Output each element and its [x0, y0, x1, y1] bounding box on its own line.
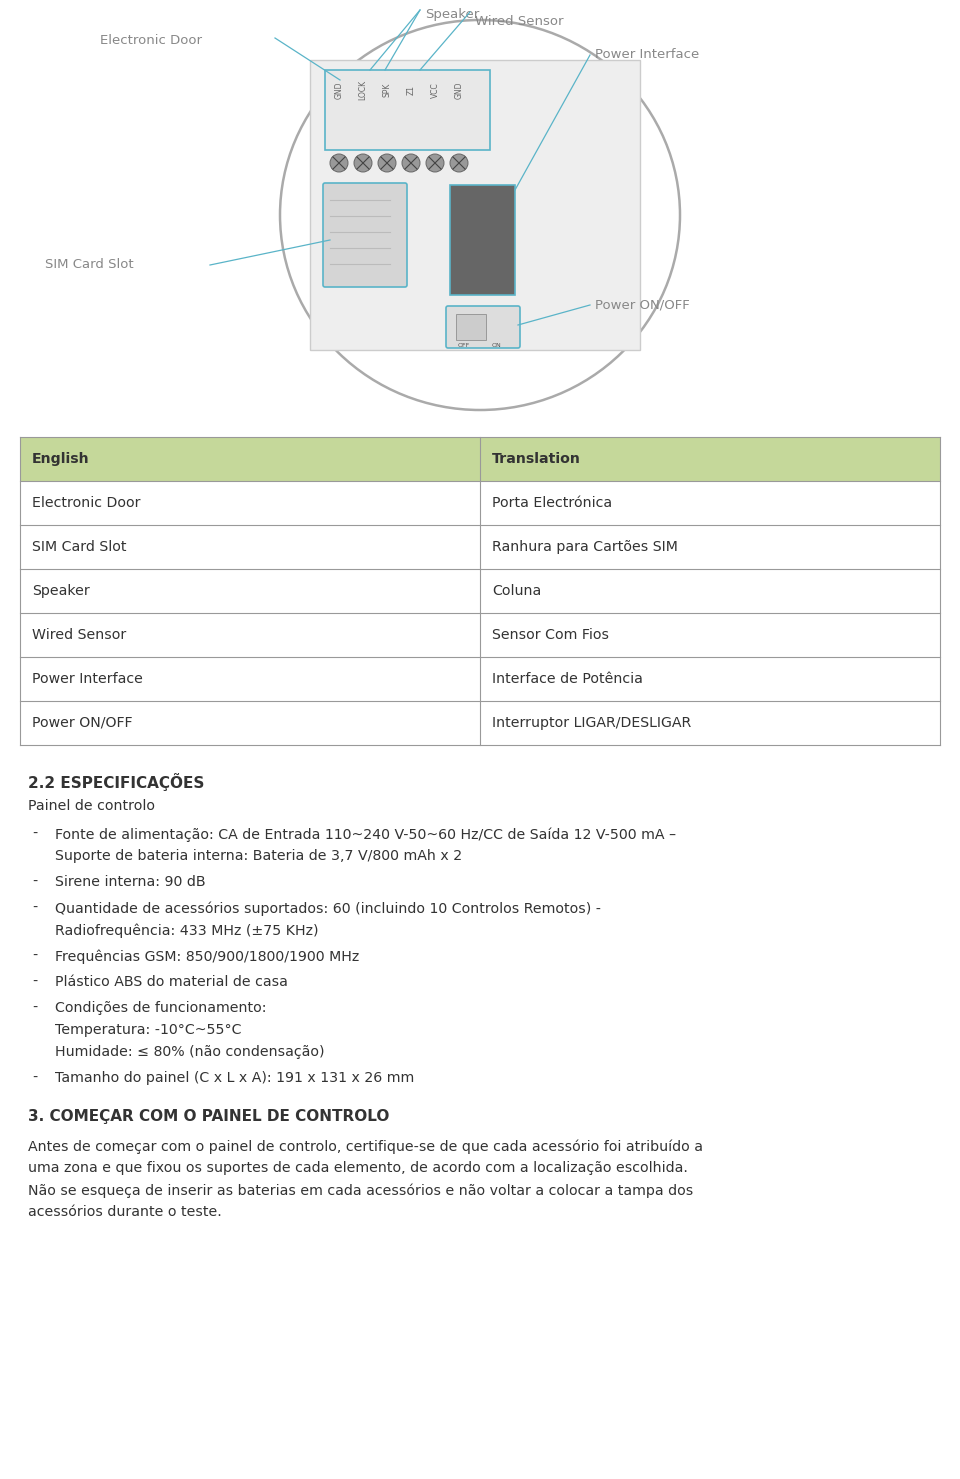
Text: Sensor Com Fios: Sensor Com Fios	[492, 629, 609, 642]
FancyBboxPatch shape	[456, 314, 486, 340]
Text: Power ON/OFF: Power ON/OFF	[595, 299, 689, 312]
Text: English: English	[32, 453, 89, 466]
Text: -: -	[32, 975, 37, 989]
Text: -: -	[32, 950, 37, 963]
Bar	[325, 70, 490, 149]
Text: Interruptor LIGAR/DESLIGAR: Interruptor LIGAR/DESLIGAR	[492, 716, 691, 731]
Circle shape	[378, 154, 396, 172]
Text: Electronic Door: Electronic Door	[32, 495, 140, 510]
Text: Não se esqueça de inserir as baterias em cada acessórios e não voltar a colocar : Não se esqueça de inserir as baterias em…	[28, 1183, 693, 1198]
Text: Humidade: ≤ 80% (não condensação): Humidade: ≤ 80% (não condensação)	[55, 1046, 324, 1059]
Text: ON: ON	[492, 343, 502, 348]
Text: Speaker: Speaker	[32, 584, 89, 598]
Text: VCC: VCC	[430, 83, 440, 98]
Text: Z1: Z1	[406, 84, 416, 95]
Text: -: -	[32, 901, 37, 916]
Text: GND: GND	[454, 81, 464, 99]
Text: Frequências GSM: 850/900/1800/1900 MHz: Frequências GSM: 850/900/1800/1900 MHz	[55, 950, 359, 963]
FancyBboxPatch shape	[323, 183, 407, 287]
Text: Wired Sensor: Wired Sensor	[475, 15, 564, 28]
Text: Plástico ABS do material de casa: Plástico ABS do material de casa	[55, 975, 288, 989]
Text: Condições de funcionamento:: Condições de funcionamento:	[55, 1001, 267, 1015]
Text: Temperatura: -10°C~55°C: Temperatura: -10°C~55°C	[55, 1023, 242, 1037]
Text: SIM Card Slot: SIM Card Slot	[45, 259, 133, 272]
Text: Antes de começar com o painel de controlo, certifique-se de que cada acessório f: Antes de começar com o painel de control…	[28, 1139, 703, 1154]
Text: Coluna: Coluna	[492, 584, 541, 598]
Circle shape	[426, 154, 444, 172]
Text: -: -	[32, 827, 37, 842]
Bar	[310, 61, 640, 351]
Text: LOCK: LOCK	[358, 80, 368, 101]
Text: -: -	[32, 876, 37, 889]
Text: Quantidade de acessórios suportados: 60 (incluindo 10 Controlos Remotos) -: Quantidade de acessórios suportados: 60 …	[55, 901, 601, 916]
Text: 3. COMEÇAR COM O PAINEL DE CONTROLO: 3. COMEÇAR COM O PAINEL DE CONTROLO	[28, 1109, 390, 1124]
FancyBboxPatch shape	[446, 306, 520, 348]
Text: -: -	[32, 1071, 37, 1086]
Text: Radiofrequência: 433 MHz (±75 KHz): Radiofrequência: 433 MHz (±75 KHz)	[55, 923, 319, 938]
Bar	[450, 185, 515, 294]
Text: -: -	[32, 1001, 37, 1015]
Circle shape	[354, 154, 372, 172]
Circle shape	[450, 154, 468, 172]
Text: SPK: SPK	[382, 83, 392, 98]
Text: OFF: OFF	[458, 343, 470, 348]
Bar	[20, 436, 940, 481]
Text: Painel de controlo: Painel de controlo	[28, 799, 155, 813]
Circle shape	[330, 154, 348, 172]
Text: Translation: Translation	[492, 453, 581, 466]
Text: Suporte de bateria interna: Bateria de 3,7 V/800 mAh x 2: Suporte de bateria interna: Bateria de 3…	[55, 849, 462, 864]
Text: Sirene interna: 90 dB: Sirene interna: 90 dB	[55, 876, 205, 889]
Text: Interface de Potência: Interface de Potência	[492, 671, 643, 686]
Text: Fonte de alimentação: CA de Entrada 110~240 V-50~60 Hz/CC de Saída 12 V-500 mA –: Fonte de alimentação: CA de Entrada 110~…	[55, 827, 676, 842]
Text: acessórios durante o teste.: acessórios durante o teste.	[28, 1205, 222, 1219]
Text: SIM Card Slot: SIM Card Slot	[32, 540, 127, 555]
Text: Speaker: Speaker	[425, 7, 479, 21]
Text: Porta Electrónica: Porta Electrónica	[492, 495, 612, 510]
Text: GND: GND	[334, 81, 344, 99]
Text: Power ON/OFF: Power ON/OFF	[32, 716, 132, 731]
Text: 2.2 ESPECIFICAÇÕES: 2.2 ESPECIFICAÇÕES	[28, 774, 204, 791]
Text: Power Interface: Power Interface	[595, 49, 699, 62]
Text: uma zona e que fixou os suportes de cada elemento, de acordo com a localização e: uma zona e que fixou os suportes de cada…	[28, 1161, 688, 1174]
Circle shape	[402, 154, 420, 172]
Text: Power Interface: Power Interface	[32, 671, 143, 686]
Text: Wired Sensor: Wired Sensor	[32, 629, 127, 642]
Text: Tamanho do painel (C x L x A): 191 x 131 x 26 mm: Tamanho do painel (C x L x A): 191 x 131…	[55, 1071, 415, 1086]
Text: Electronic Door: Electronic Door	[100, 34, 202, 46]
Text: Ranhura para Cartões SIM: Ranhura para Cartões SIM	[492, 540, 678, 555]
